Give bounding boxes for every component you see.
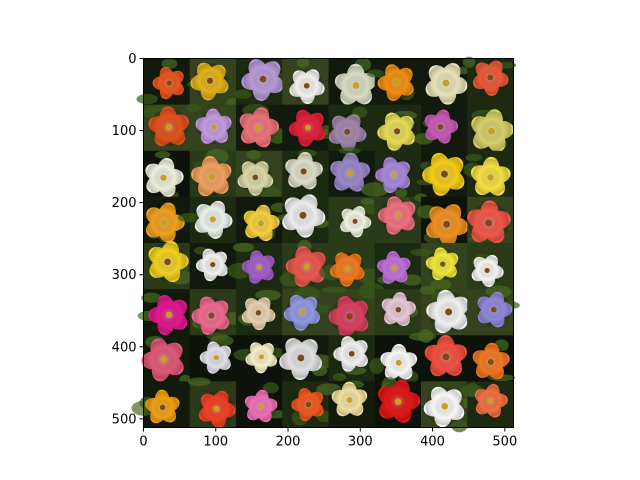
flower-tile [414,104,468,152]
x-axis: 0 100 200 300 400 500 [139,427,517,450]
y-axis: 0 100 200 300 400 500 [112,52,144,427]
flower-tile [321,282,385,337]
flower-tile [316,380,376,428]
flower-tile [328,196,385,244]
flower-tile [374,193,428,244]
y-tick-label: 0 [128,52,136,67]
flower-tile [467,285,520,336]
axes-frame [143,58,514,428]
x-tick-label: 0 [139,435,147,450]
x-tick-label: 200 [276,435,301,450]
flower-tile [187,377,241,428]
flower-tile [462,56,517,106]
flower-tile [186,103,237,152]
x-tick-label: 300 [348,435,373,450]
flower-tile [410,243,468,291]
flower-image-grid [131,56,520,433]
flower-tile [367,58,422,106]
flower-tile [236,196,288,244]
x-tick-label: 400 [420,435,445,450]
y-tick-label: 400 [112,340,137,355]
flower-tile [421,58,472,106]
flower-tile [460,381,514,428]
flower-tile [467,243,514,290]
flower-tile [226,242,283,290]
flower-tile [328,335,376,382]
flower-tile [189,332,237,382]
flower-tile [143,241,194,290]
flower-tile [189,149,237,198]
y-tick-label: 500 [112,412,137,427]
flower-tile [374,289,422,336]
flower-tile [136,58,191,106]
flower-tile [131,381,191,428]
flower-tile [408,329,468,382]
flower-tile [467,104,514,153]
flower-tile [282,57,329,106]
flower-tile [137,289,191,336]
flower-tile [374,104,422,152]
flower-tile [236,103,288,152]
flower-tile [143,150,191,201]
y-tick-label: 200 [112,196,137,211]
flower-tile [282,381,335,428]
x-tick-label: 100 [203,435,228,450]
flower-tile [236,381,288,428]
flower-tile [277,194,330,244]
flower-tile [143,104,191,152]
flower-tile [177,196,237,244]
flower-tile [234,58,290,106]
flower-tile [374,376,422,428]
flower-tile [187,58,241,109]
x-tick-label: 500 [492,435,517,450]
y-tick-label: 100 [112,124,137,139]
flower-tile [419,285,470,336]
flower-tile [279,239,329,290]
flower-tile [467,196,514,244]
flower-tile [369,335,422,385]
flower-tile [328,104,376,152]
flower-tile [141,335,192,385]
flower-tile [236,289,283,336]
flower-tile [189,289,247,336]
flower-tile [467,335,516,382]
flower-tile [236,149,283,201]
flower-tile [282,104,341,152]
flower-tile [416,196,469,247]
flower-tile [319,243,381,290]
flower-tile [463,150,514,198]
flower-tile [279,335,334,382]
flower-tile [328,57,377,106]
flower-tile [189,243,237,290]
flower-tile [233,335,287,382]
y-tick-label: 300 [112,268,137,283]
flower-tile [360,150,422,198]
flower-tile [282,286,332,336]
flower-tile [282,149,329,198]
flower-tile [415,150,468,198]
